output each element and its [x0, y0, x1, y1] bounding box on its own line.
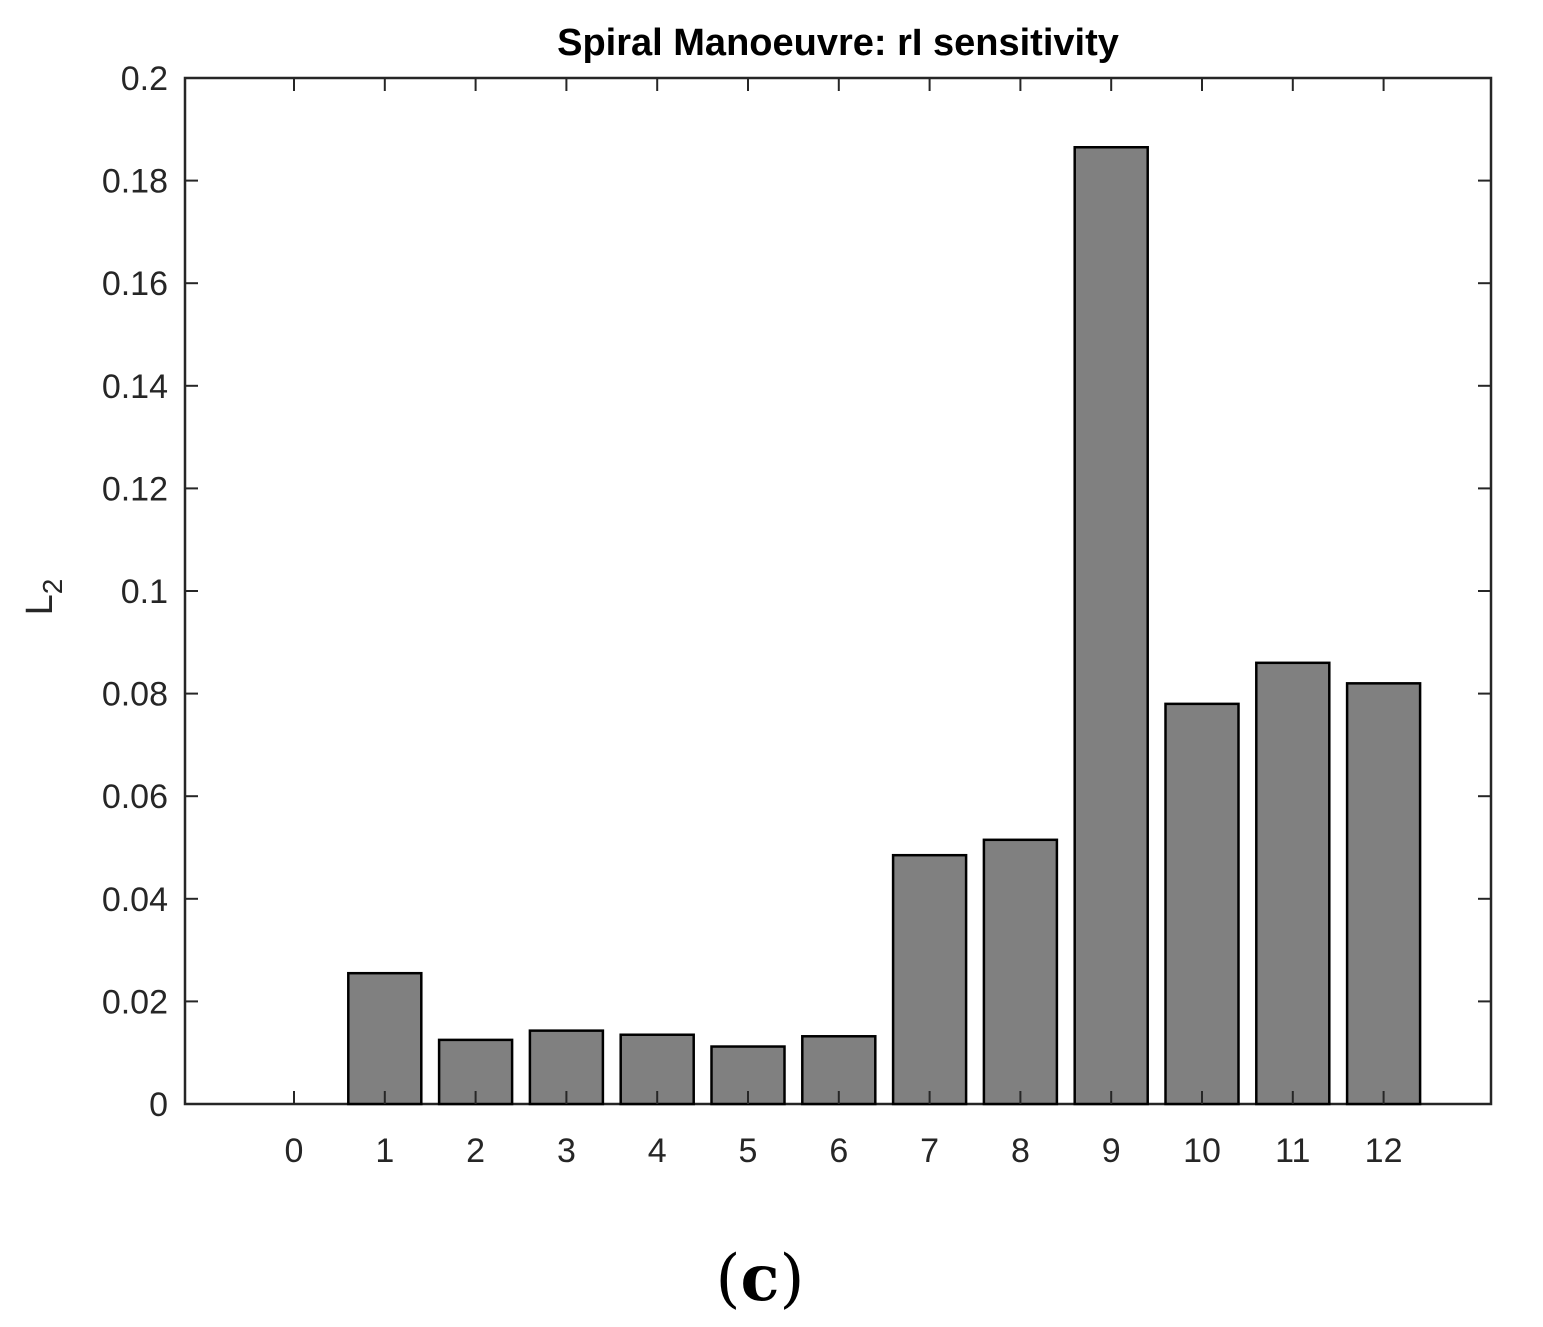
- bar-7: [891, 853, 968, 1106]
- x-tick-label-5: 5: [739, 1132, 758, 1170]
- y-tick-label-0.06: 0.06: [102, 778, 168, 816]
- x-tick-label-11: 11: [1275, 1132, 1310, 1170]
- bar-10: [1164, 702, 1240, 1106]
- x-tick-label-4: 4: [648, 1132, 667, 1170]
- x-tick-label-8: 8: [1011, 1132, 1030, 1170]
- x-tick-label-12: 12: [1365, 1132, 1403, 1170]
- bar-9: [1073, 146, 1149, 1106]
- x-tick-label-3: 3: [557, 1132, 576, 1170]
- panel-label: (c): [716, 1241, 805, 1316]
- x-tick-label-0: 0: [285, 1132, 304, 1170]
- svg-text:L2: L2: [19, 579, 68, 616]
- y-tick-labels: 0 0.02 0.04 0.06 0.08 0.1 0.12 0.14 0.16 0.18 0.2: [102, 60, 168, 1124]
- ticks-layer: [185, 77, 1491, 1105]
- chart-title: Spiral Manoeuvre: rI sensitivity: [557, 22, 1119, 64]
- y-tick-label-0: 0: [149, 1086, 168, 1124]
- y-tick-label-0.12: 0.12: [102, 470, 168, 508]
- y-tick-label-0.04: 0.04: [102, 881, 168, 919]
- x-tick-label-6: 6: [829, 1132, 848, 1170]
- y-tick-label-0.18: 0.18: [102, 163, 168, 201]
- bar-12: [1345, 682, 1422, 1106]
- plot-area: [183, 76, 1493, 1106]
- y-tick-label-0.08: 0.08: [102, 676, 168, 714]
- bar-8: [982, 838, 1059, 1106]
- y-tick-label-0.14: 0.14: [102, 368, 168, 406]
- x-tick-label-1: 1: [375, 1132, 394, 1170]
- x-tick-label-2: 2: [466, 1132, 485, 1170]
- y-tick-label-0.16: 0.16: [102, 265, 168, 303]
- x-tick-label-7: 7: [920, 1132, 939, 1170]
- bar-1: [347, 971, 423, 1106]
- y-tick-label-0.1: 0.1: [121, 573, 168, 611]
- y-tick-label-0.02: 0.02: [102, 983, 168, 1021]
- y-tick-label-0.2: 0.2: [121, 60, 168, 98]
- x-tick-labels: 0 1 2 3 4 5 6 7 8 9 10 11 12: [285, 1132, 1403, 1170]
- x-tick-label-10: 10: [1183, 1132, 1221, 1170]
- y-axis-label-subscript: 2: [37, 579, 68, 595]
- bars-layer: [347, 146, 1422, 1106]
- panel-label-letter: c: [741, 1241, 780, 1316]
- y-axis-label: L2: [19, 579, 68, 616]
- x-tick-label-9: 9: [1102, 1132, 1121, 1170]
- bar-11: [1255, 661, 1331, 1106]
- y-axis-label-main: L: [19, 594, 61, 615]
- panel-label-close: ): [779, 1242, 804, 1316]
- panel-label-open: (: [716, 1242, 741, 1316]
